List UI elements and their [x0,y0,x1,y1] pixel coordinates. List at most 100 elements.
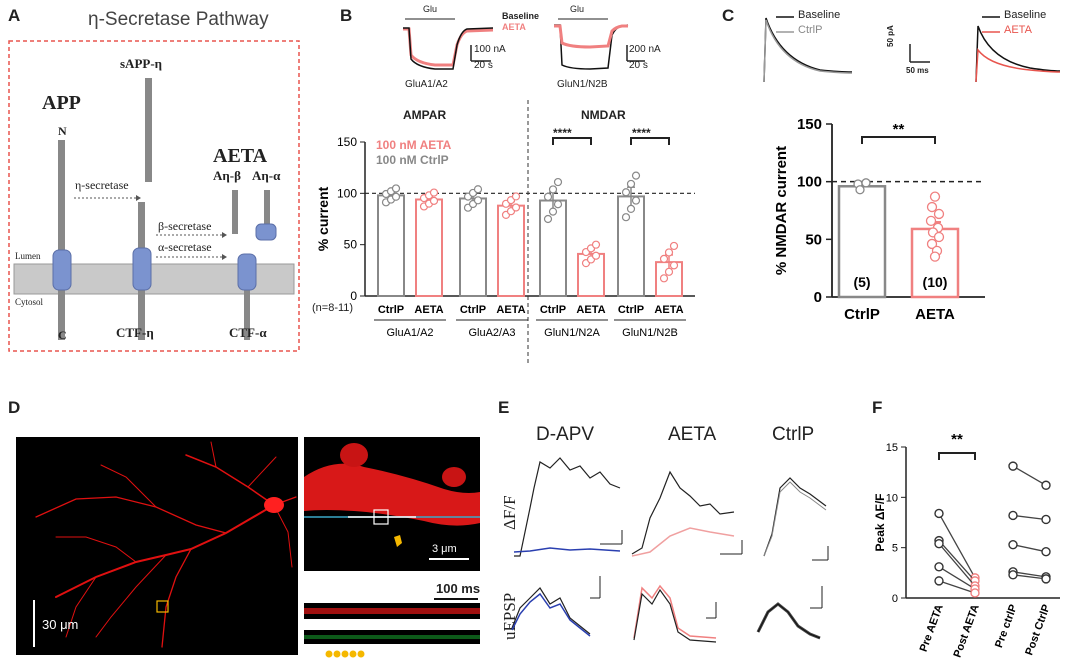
b-group-label: GluA2/A3 [468,327,515,339]
trace1-legend-baseline: Baseline [502,11,540,21]
f-data-point [1041,574,1051,584]
f-pair-line [938,543,976,587]
b-data-point [429,188,439,197]
b-ytick-label: 0 [350,289,357,303]
c-ylabel: % NMDAR current [773,146,790,275]
a-eta-beta-label: Aη-β [213,168,241,183]
b-data-point [553,177,563,187]
b-bar [459,197,487,297]
f-data-point [1041,480,1051,490]
legend-ctrlp: 100 nM CtrlP [376,153,449,167]
b-data-point [391,184,401,193]
sig-n2b: **** [632,126,651,140]
c-ytick-label: 150 [797,116,822,133]
app-label: APP [42,92,81,114]
f-data-point [1008,510,1018,521]
b-data-point [659,274,669,283]
beta-secretase-label: β-secretase [158,219,212,233]
b-sig-bracket [552,137,592,145]
c-data-point [926,238,938,250]
b-bar [377,194,405,297]
c-data-point [929,191,941,202]
panel-label-a: A [8,6,21,25]
c-data-point [933,231,945,243]
neuron-image [16,437,298,655]
f-ytick-label: 5 [892,543,898,555]
c-scale-y: 50 pA [886,25,895,47]
c2-legend-aeta: AETA [1004,24,1032,36]
b-data-point [631,171,641,180]
b-category-label: CtrlP [618,304,644,316]
trace-glua1-a2 [403,18,494,70]
f-data-point [1041,514,1051,525]
b-data-point [429,196,439,205]
f-category-label: Post CtrlP [1023,603,1052,657]
b-category-label: AETA [654,304,683,316]
b-data-point [631,196,641,205]
f-data-point [934,562,944,572]
b-sig-bracket [630,137,670,145]
f-ytick-label: 10 [886,492,898,504]
b-ytick-label: 150 [337,135,357,149]
scale-100ms: 100 ms [436,581,481,596]
c1-legend-ctrlp: CtrlP [798,24,823,36]
b-data-point [621,188,631,197]
f-pair-line [1012,571,1047,578]
b-data-point [621,213,631,222]
b-data-point [473,196,483,205]
c-n-label: (10) [923,274,948,290]
aeta-label: AETA [213,145,268,167]
b-category-label: CtrlP [378,304,404,316]
alpha-secretase-label: α-secretase [158,240,212,254]
trace2-scale-x: 20 s [629,60,648,71]
panel-a-title: η-Secretase Pathway [88,9,269,30]
e-col-aeta: AETA [668,424,717,445]
panel-e-traces [511,457,829,643]
trace2-name: GluN1/N2B [557,79,608,90]
c-data-point [933,208,945,220]
c-term-label: C [58,328,67,342]
c-ytick-label: 50 [805,231,822,248]
b-data-point [473,185,483,194]
b-category-label: CtrlP [540,304,566,316]
b-group-label: GluN1/N2B [622,327,678,339]
f-data-point [1008,461,1018,471]
f-ytick-label: 0 [892,593,898,605]
panel-f-paired-plot: 0 5 10 15 Peak ΔF/F Pre AETA Post AETA Pre ctrl… [873,431,1060,659]
b-data-point [548,207,558,216]
ampar-group-label: AMPAR [403,108,447,122]
b-data-point [543,192,553,201]
trace2-scale-y: 200 nA [629,44,661,55]
c-data-point [925,215,937,227]
sig-n2a: **** [553,126,572,140]
lumen-label: Lumen [15,251,41,261]
dendrite-zoom-image [304,437,480,571]
b-group-label: GluN1/N2A [544,327,600,339]
b-data-point [553,200,563,209]
b-data-point [669,241,679,251]
c-sig-bracket [861,136,936,144]
b-category-label: AETA [496,304,525,316]
f-data-point [970,588,980,598]
c-n-label: (5) [853,274,870,290]
b-data-point [669,261,679,270]
b-data-point [511,203,521,212]
panel-label-d: D [8,398,21,417]
b-ytick-label: 100 [337,186,357,200]
panel-c-bar-chart: 0 50 100 150 % NMDAR current CtrlP (5) AETA (10)… [773,116,985,323]
c-data-point [861,178,871,188]
c-category-label: AETA [915,306,955,323]
n-term-label: N [58,124,67,138]
c-data-point [929,251,941,262]
cytosol-label: Cytosol [15,297,44,307]
nmdar-group-label: NMDAR [581,108,626,122]
f-pair-line [938,580,976,594]
eta-secretase-label: η-secretase [75,178,129,192]
f-data-point [1008,539,1018,550]
n-label: (n=8-11) [312,302,354,314]
f-pair-line [1012,465,1047,486]
b-data-point [391,192,401,201]
f-pair-line [1012,514,1047,521]
b-group-label: GluA1/A2 [386,327,433,339]
trace-glun1-n2b [554,18,645,70]
